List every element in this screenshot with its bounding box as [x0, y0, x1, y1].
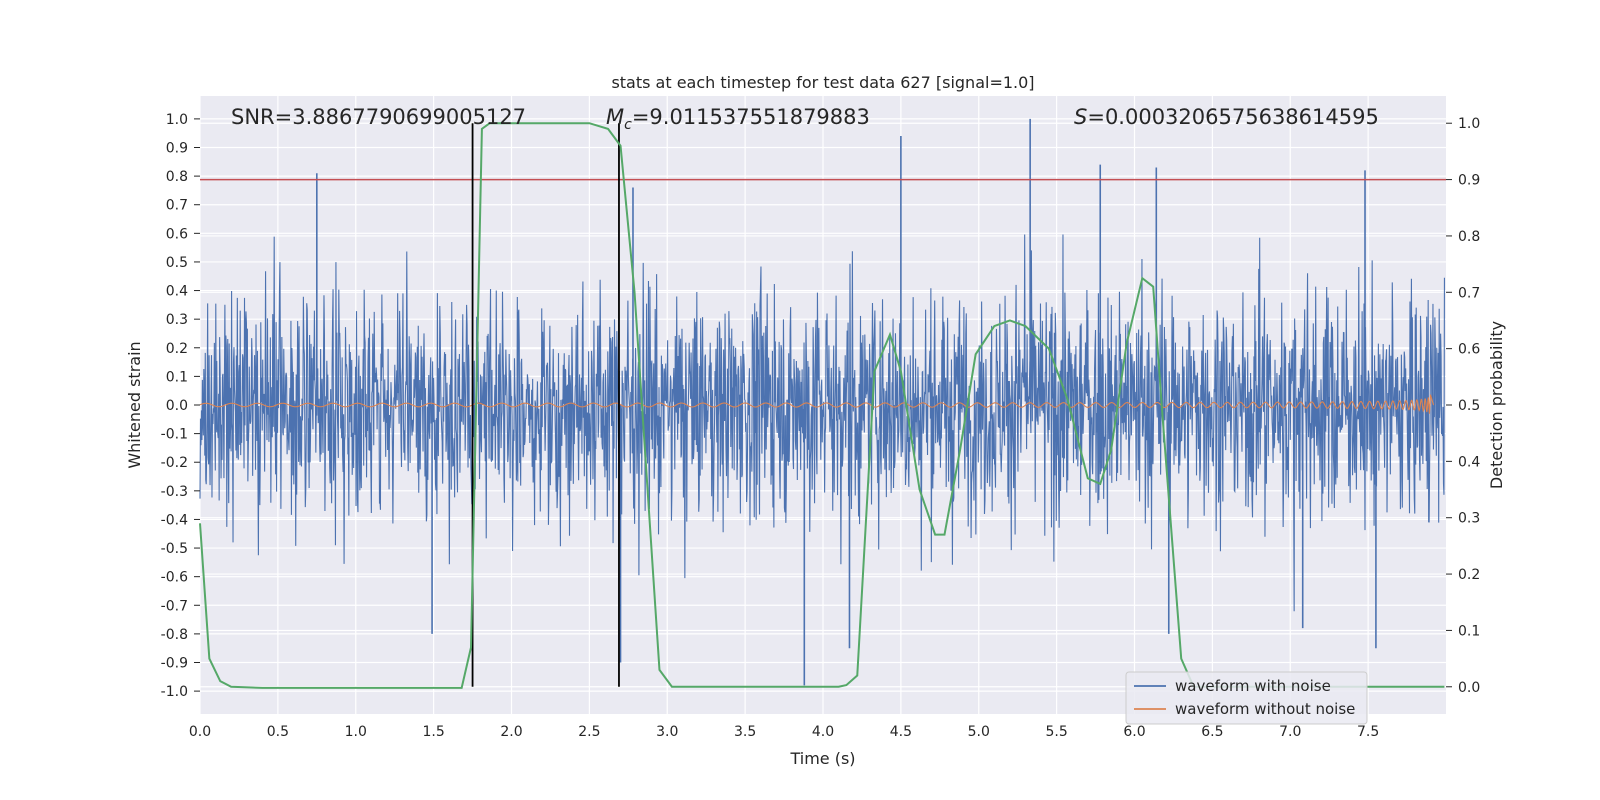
y2-tick-label: 0.3	[1458, 511, 1480, 527]
x-tick-label: 5.0	[968, 724, 990, 740]
y2-tick-label: 0.1	[1458, 623, 1480, 639]
legend-box	[1125, 671, 1368, 725]
s-annotation: S=0.0003206575638614595	[1074, 105, 1379, 129]
x-tick-label: 6.0	[1123, 724, 1145, 740]
y2-tick-label: 0.6	[1458, 342, 1480, 358]
mc-subscript: c	[624, 117, 632, 133]
x-tick-label: 4.0	[812, 724, 834, 740]
y-tick-label: 0.5	[166, 255, 188, 271]
y2-tick-label: 0.2	[1458, 567, 1480, 583]
x-tick-label: 1.5	[422, 724, 444, 740]
clean-waveform-line	[199, 394, 1435, 414]
x-tick-label: 1.0	[345, 724, 367, 740]
x-tick-label: 2.5	[578, 724, 600, 740]
x-tick-label: 7.5	[1357, 724, 1379, 740]
y-tick-label: -1.0	[161, 684, 188, 700]
y2-tick-label: 0.9	[1458, 173, 1480, 189]
noise-series	[199, 118, 1445, 686]
s-value: =0.0003206575638614595	[1087, 105, 1379, 129]
y-tick-label: -0.9	[161, 656, 188, 672]
y2-axis-label: Detection probability	[1487, 321, 1506, 489]
overlay	[199, 122, 1446, 689]
y-tick-label: 0.8	[166, 169, 188, 185]
y-tick-label: 0.7	[166, 198, 188, 214]
mc-value: =9.011537551879883	[632, 105, 870, 129]
y-tick-label: 0.9	[166, 141, 188, 157]
x-axis-label: Time (s)	[789, 749, 855, 768]
y-tick-label: -0.4	[161, 512, 188, 528]
y-tick-label: 1.0	[166, 112, 188, 128]
y-tick-label: 0.6	[166, 226, 188, 242]
chart-title: stats at each timestep for test data 627…	[611, 73, 1034, 92]
y2-tick-label: 0.0	[1458, 680, 1480, 696]
snr-annotation: SNR=3.8867790699005127	[231, 105, 526, 129]
y-axis-label: Whitened strain	[125, 341, 144, 468]
ticks: 0.0 0.5 1.0 1.5 2.0 2.5 3.0 3.5 4.0 4.5 5.0 5.5 6.0 6…	[161, 112, 1481, 740]
y-tick-label: -0.8	[161, 627, 188, 643]
legend-label-clean: waveform without noise	[1175, 700, 1355, 718]
y-tick-label: 0.3	[166, 312, 188, 328]
x-tick-label: 3.5	[734, 724, 756, 740]
noise-waveform-line	[199, 234, 1445, 612]
y2-tick-label: 0.8	[1458, 229, 1480, 245]
y-tick-label: 0.1	[166, 369, 188, 385]
x-tick-label: 0.5	[267, 724, 289, 740]
x-tick-label: 4.5	[890, 724, 912, 740]
y-tick-label: 0.0	[166, 398, 188, 414]
y-tick-label: -0.2	[161, 455, 188, 471]
y-tick-label: -0.1	[161, 427, 188, 443]
y-tick-label: -0.7	[161, 598, 188, 614]
y-tick-label: 0.2	[166, 341, 188, 357]
x-tick-label: 5.5	[1045, 724, 1067, 740]
mc-annotation: Mc=9.011537551879883	[606, 105, 870, 133]
legend-label-noise: waveform with noise	[1175, 677, 1331, 695]
x-tick-label: 3.0	[656, 724, 678, 740]
clean-series	[199, 394, 1435, 414]
s-symbol: S	[1074, 105, 1087, 129]
y2-tick-label: 0.4	[1458, 454, 1480, 470]
x-tick-label: 0.0	[189, 724, 211, 740]
y2-tick-label: 0.7	[1458, 285, 1480, 301]
y-tick-label: 0.4	[166, 284, 188, 300]
y2-tick-label: 0.5	[1458, 398, 1480, 414]
x-tick-label: 6.5	[1201, 724, 1223, 740]
y-tick-label: -0.6	[161, 570, 188, 586]
x-tick-label: 7.0	[1279, 724, 1301, 740]
y2-tick-label: 1.0	[1458, 116, 1480, 132]
detection-probability-line	[199, 122, 1445, 689]
y-tick-label: -0.5	[161, 541, 188, 557]
mc-symbol: M	[606, 105, 624, 129]
legend: waveform with noise waveform without noi…	[1125, 671, 1368, 725]
y-tick-label: -0.3	[161, 484, 188, 500]
x-tick-label: 2.0	[500, 724, 522, 740]
